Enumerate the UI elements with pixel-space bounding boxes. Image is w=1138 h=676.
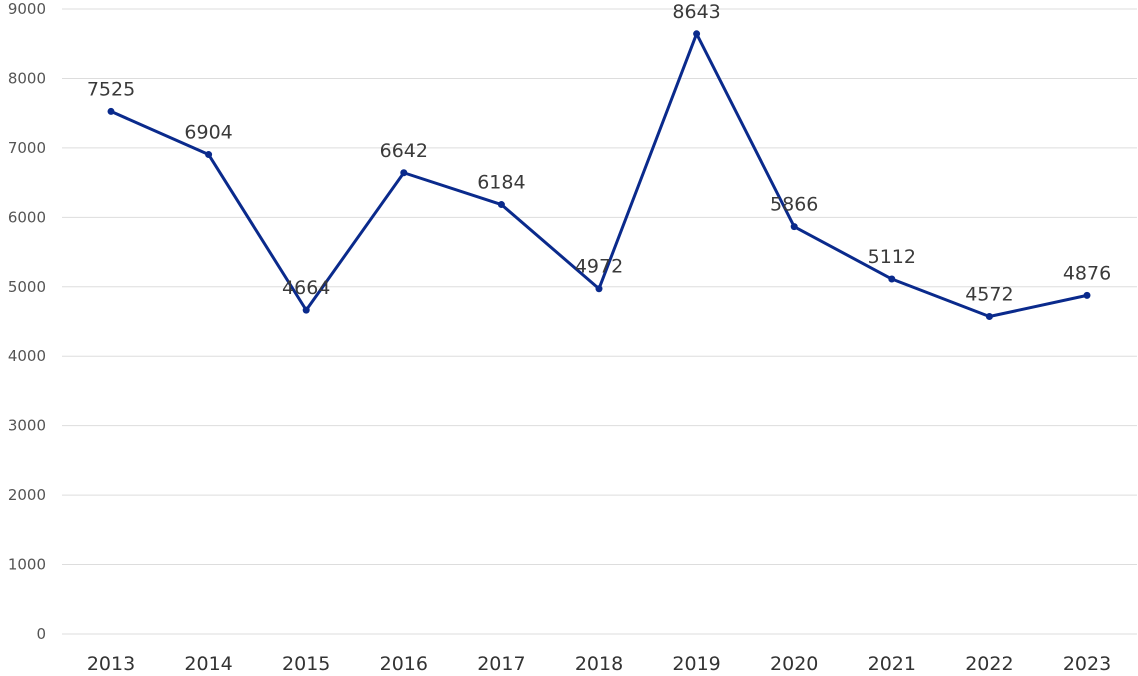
y-tick-label-8000: 8000 <box>8 69 46 87</box>
x-axis: 2013 2014 2015 2016 2017 2018 2019 2020 2021 2022… <box>87 653 1111 675</box>
x-tick-label-2016: 2016 <box>380 653 428 675</box>
data-label-2017: 6184 <box>477 172 525 194</box>
data-label-2018: 4972 <box>575 256 623 278</box>
data-point-2017 <box>497 201 505 209</box>
x-tick-label-2022: 2022 <box>965 653 1013 675</box>
y-tick-label-0: 0 <box>36 625 46 643</box>
y-tick-label-7000: 7000 <box>8 139 46 157</box>
data-label-2013: 7525 <box>87 78 135 100</box>
data-point-2022 <box>985 313 993 320</box>
gridlines <box>62 8 1137 635</box>
data-point-2018 <box>595 285 603 293</box>
data-point-2016 <box>400 169 408 177</box>
y-tick-label-4000: 4000 <box>8 347 46 365</box>
data-label-2014: 6904 <box>184 122 232 144</box>
data-label-2023: 4876 <box>1063 262 1111 284</box>
data-label-2022: 4572 <box>965 284 1013 306</box>
data-point-2021 <box>888 275 896 283</box>
x-tick-label-2021: 2021 <box>868 653 916 675</box>
x-tick-label-2020: 2020 <box>770 653 818 675</box>
data-points <box>107 30 1091 320</box>
y-tick-label-1000: 1000 <box>8 556 46 574</box>
data-label-2020: 5866 <box>770 194 818 216</box>
y-tick-label-2000: 2000 <box>8 486 46 504</box>
data-labels: 7525 6904 4664 6642 6184 4972 8643 5866 5112 4572… <box>87 1 1111 306</box>
x-tick-label-2017: 2017 <box>477 653 525 675</box>
y-tick-label-3000: 3000 <box>8 417 46 435</box>
x-tick-label-2018: 2018 <box>575 653 623 675</box>
data-label-2016: 6642 <box>380 140 428 162</box>
data-point-2014 <box>205 151 213 159</box>
data-point-2020 <box>790 223 798 231</box>
x-tick-label-2019: 2019 <box>672 653 720 675</box>
data-label-2021: 5112 <box>868 246 916 268</box>
data-point-2023 <box>1083 291 1091 299</box>
y-axis: 0 1000 2000 3000 4000 5000 6000 7000 8000 9000 <box>8 0 46 643</box>
data-label-2019: 8643 <box>672 1 720 23</box>
x-tick-label-2014: 2014 <box>184 653 232 675</box>
y-tick-label-6000: 6000 <box>8 208 46 226</box>
y-tick-label-5000: 5000 <box>8 278 46 296</box>
x-tick-label-2013: 2013 <box>87 653 135 675</box>
x-tick-label-2015: 2015 <box>282 653 330 675</box>
data-point-2019 <box>693 30 701 38</box>
x-tick-label-2023: 2023 <box>1063 653 1111 675</box>
y-tick-label-9000: 9000 <box>8 0 46 18</box>
data-point-2013 <box>107 107 115 115</box>
data-point-2015 <box>302 306 310 314</box>
data-label-2015: 4664 <box>282 277 330 299</box>
